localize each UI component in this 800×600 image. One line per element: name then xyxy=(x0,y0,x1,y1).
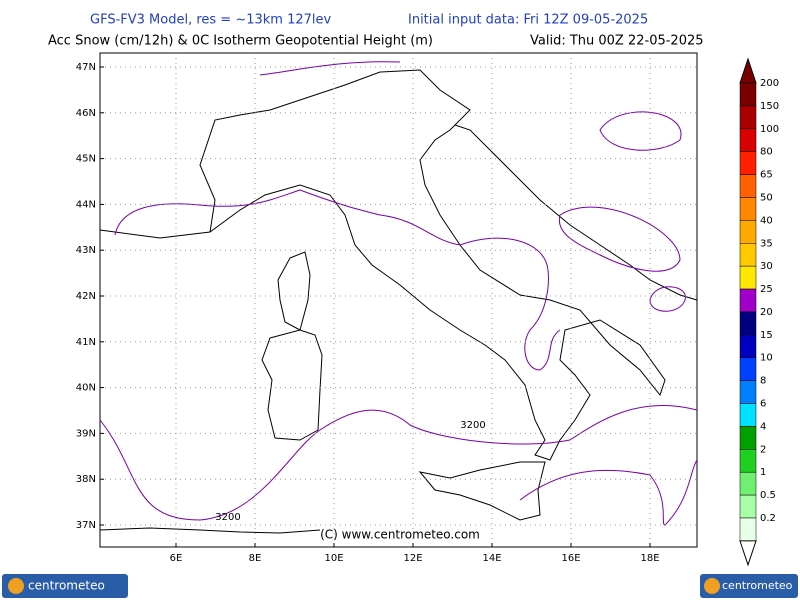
north-africa xyxy=(99,527,321,534)
valid-info: Valid: Thu 00Z 22-05-2025 xyxy=(530,34,704,49)
legend-label: 100 xyxy=(760,124,779,135)
legend-label: 50 xyxy=(760,192,773,203)
lat-label: 43N xyxy=(76,245,96,256)
logo-box xyxy=(700,574,798,598)
field-info: Acc Snow (cm/12h) & 0C Isotherm Geopoten… xyxy=(48,34,433,49)
legend-label: 80 xyxy=(760,147,773,158)
lat-label: 37N xyxy=(76,520,96,531)
lon-label: 12E xyxy=(403,553,422,564)
lon-label: 10E xyxy=(324,553,343,564)
legend-arrow xyxy=(739,57,757,84)
legend-swatch xyxy=(739,128,757,152)
legend-label: 6 xyxy=(760,399,766,410)
balkan-coast xyxy=(454,124,698,301)
logo-text: centrometeo xyxy=(28,579,105,593)
contour-label: 3200 xyxy=(460,420,485,431)
legend-label: 10 xyxy=(760,353,773,364)
legend-swatch xyxy=(739,82,757,107)
legend-label: 15 xyxy=(760,330,773,341)
legend-swatch xyxy=(739,471,757,496)
legend-label: 200 xyxy=(760,78,779,89)
legend-label: 40 xyxy=(760,215,773,226)
lon-label: 14E xyxy=(482,553,501,564)
lat-label: 42N xyxy=(76,291,96,302)
legend: 200 150 100 80 65 50 40 35 30 25 20 15 10 8 6 4 2 1 0.5 0.2 xyxy=(739,57,779,567)
legend-label: 25 xyxy=(760,284,773,295)
copyright: (C) www.centrometeo.com xyxy=(320,528,480,542)
legend-swatch xyxy=(739,151,757,175)
legend-label: 150 xyxy=(760,101,779,112)
legend-swatch xyxy=(739,403,757,427)
lat-label: 40N xyxy=(76,383,96,394)
contour-label: 3200 xyxy=(215,512,240,523)
legend-swatch xyxy=(739,311,757,336)
logo-icon xyxy=(8,578,24,594)
legend-swatch xyxy=(739,449,757,473)
legend-swatch xyxy=(739,197,757,221)
sicily xyxy=(418,461,546,521)
logo-icon xyxy=(704,578,720,594)
legend-label: 0.5 xyxy=(760,490,776,501)
logo-box xyxy=(2,574,128,598)
legend-swatch xyxy=(739,517,757,542)
init-info: Initial input data: Fri 12Z 09-05-2025 xyxy=(408,13,648,28)
legend-swatch xyxy=(739,243,757,267)
logo: centrometeo xyxy=(700,574,798,598)
legend-label: 4 xyxy=(760,421,766,432)
legend-label: 20 xyxy=(760,307,773,318)
legend-label: 30 xyxy=(760,261,773,272)
legend-label: 2 xyxy=(760,444,766,455)
sardinia xyxy=(261,329,323,441)
map-frame xyxy=(99,52,698,548)
isotherm xyxy=(114,189,561,371)
coastline xyxy=(99,69,666,461)
legend-swatch xyxy=(739,288,757,313)
isotherm xyxy=(649,286,686,312)
lon-label: 16E xyxy=(561,553,580,564)
isotherm xyxy=(558,206,681,272)
legend-swatch xyxy=(739,357,757,381)
lat-label: 41N xyxy=(76,337,96,348)
legend-swatch xyxy=(739,265,757,290)
logo-text: centrometeo xyxy=(722,579,793,592)
map: 3200 3200 (C) www.centrometeo.com xyxy=(99,52,698,548)
legend-swatch xyxy=(739,380,757,404)
legend-label: 65 xyxy=(760,170,773,181)
legend-swatch xyxy=(739,220,757,244)
isotherm xyxy=(99,405,698,521)
legend-label: 0.2 xyxy=(760,513,776,524)
isotherm xyxy=(519,459,698,526)
lon-label: 8E xyxy=(249,553,262,564)
logo: centrometeo xyxy=(2,574,128,598)
legend-label: 1 xyxy=(760,467,766,478)
lon-label: 6E xyxy=(170,553,183,564)
lat-label: 47N xyxy=(76,62,96,73)
lat-label: 45N xyxy=(76,154,96,165)
lat-label: 44N xyxy=(76,199,96,210)
legend-swatch xyxy=(739,334,757,358)
lat-label: 46N xyxy=(76,108,96,119)
legend-swatch xyxy=(739,105,757,130)
model-info: GFS-FV3 Model, res = ~13km 127lev xyxy=(90,13,332,28)
legend-swatch xyxy=(739,426,757,450)
legend-arrow xyxy=(739,540,757,567)
legend-swatch xyxy=(739,494,757,519)
lat-label: 39N xyxy=(76,428,96,439)
legend-label: 8 xyxy=(760,376,766,387)
lat-label: 38N xyxy=(76,474,96,485)
isotherm xyxy=(259,61,401,76)
isotherm xyxy=(599,111,682,151)
legend-label: 35 xyxy=(760,238,773,249)
lon-label: 18E xyxy=(640,553,659,564)
legend-swatch xyxy=(739,174,757,198)
